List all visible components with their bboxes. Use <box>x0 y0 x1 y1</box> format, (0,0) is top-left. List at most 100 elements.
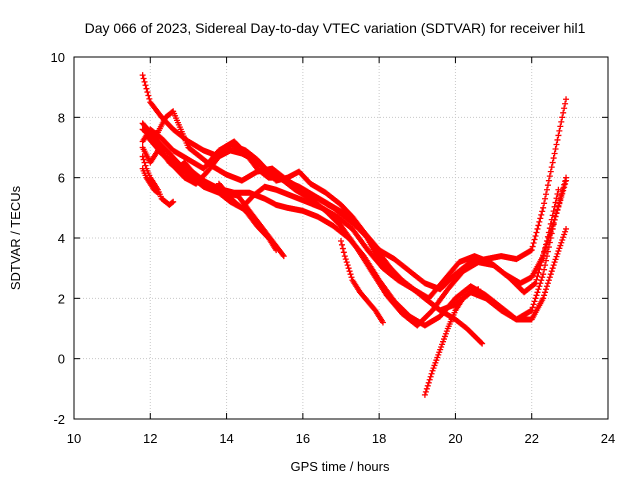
data-point <box>551 216 558 223</box>
data-point <box>543 257 550 264</box>
data-point <box>530 240 537 247</box>
data-point <box>140 156 147 163</box>
series-track-10 <box>215 180 280 254</box>
data-point <box>556 245 563 252</box>
data-point <box>537 280 544 287</box>
data-point <box>533 292 540 299</box>
data-point <box>546 173 553 180</box>
data-point <box>543 253 550 260</box>
data-point <box>554 250 561 257</box>
data-point <box>529 304 536 311</box>
data-point <box>539 274 546 281</box>
series-track-12 <box>421 286 482 398</box>
data-point <box>558 192 565 199</box>
y-tick-label: 0 <box>58 352 65 367</box>
data-point <box>478 339 485 346</box>
data-point <box>546 274 553 281</box>
data-point <box>560 234 567 241</box>
data-point <box>548 268 555 275</box>
data-point <box>547 271 554 278</box>
data-point <box>170 198 177 205</box>
data-point <box>542 289 549 296</box>
data-point <box>540 252 547 259</box>
data-point <box>562 228 569 235</box>
data-point <box>554 136 561 143</box>
data-point <box>560 185 567 192</box>
data-point <box>341 253 348 260</box>
data-point <box>549 159 556 166</box>
data-point <box>545 229 552 236</box>
data-point <box>553 141 560 148</box>
data-point <box>539 255 546 262</box>
data-point <box>537 215 544 222</box>
data-point <box>551 150 558 157</box>
data-point <box>556 199 563 206</box>
data-point <box>540 271 547 278</box>
data-point <box>423 385 430 392</box>
x-tick-label: 14 <box>219 431 233 446</box>
x-tick-label: 16 <box>296 431 310 446</box>
data-point <box>546 239 553 246</box>
data-point <box>531 281 538 288</box>
data-point <box>546 225 553 232</box>
data-point <box>557 123 564 130</box>
data-point <box>534 273 541 280</box>
data-point <box>543 283 550 290</box>
data-point <box>547 168 554 175</box>
data-point <box>528 307 535 314</box>
data-point <box>535 286 542 293</box>
data-point <box>534 225 541 232</box>
data-point <box>540 295 547 302</box>
x-tick-label: 20 <box>448 431 462 446</box>
data-point <box>343 259 350 266</box>
data-point <box>338 241 345 248</box>
data-point <box>535 269 542 276</box>
data-point <box>553 253 560 260</box>
data-point <box>536 283 543 290</box>
data-point <box>273 247 280 254</box>
data-point <box>552 213 559 220</box>
data-point <box>424 382 431 389</box>
y-tick-label: 2 <box>58 291 65 306</box>
data-point <box>154 189 161 196</box>
data-point <box>545 244 552 251</box>
data-point <box>543 186 550 193</box>
data-point <box>560 109 567 116</box>
data-point <box>545 177 552 184</box>
data-point <box>543 191 550 198</box>
data-point <box>139 72 146 79</box>
data-point <box>539 208 546 215</box>
data-point <box>554 206 561 213</box>
plot-frame <box>73 56 609 420</box>
data-point <box>540 204 547 211</box>
data-point <box>153 188 160 195</box>
grid-lines <box>74 57 608 419</box>
data-point <box>347 271 354 278</box>
data-point <box>552 146 559 153</box>
data-point <box>545 277 552 284</box>
data-point <box>559 114 566 121</box>
data-point <box>143 85 150 92</box>
data-point <box>530 301 537 308</box>
data-point <box>538 277 545 284</box>
data-point <box>422 388 429 395</box>
data-point <box>533 229 540 236</box>
data-point <box>338 238 344 245</box>
data-point <box>144 89 151 96</box>
data-point <box>542 262 549 269</box>
data-point <box>551 259 558 266</box>
x-tick-label: 24 <box>601 431 615 446</box>
data-point <box>536 218 543 225</box>
data-point <box>475 286 482 293</box>
data-point <box>541 292 548 299</box>
y-tick-label: 8 <box>58 110 65 125</box>
data-point <box>142 82 149 89</box>
data-point <box>426 376 433 383</box>
data-point <box>541 266 548 273</box>
data-point <box>538 211 545 218</box>
data-point <box>548 230 555 237</box>
data-points <box>139 72 570 398</box>
data-point <box>346 268 353 275</box>
y-tick-label: -2 <box>53 412 65 427</box>
